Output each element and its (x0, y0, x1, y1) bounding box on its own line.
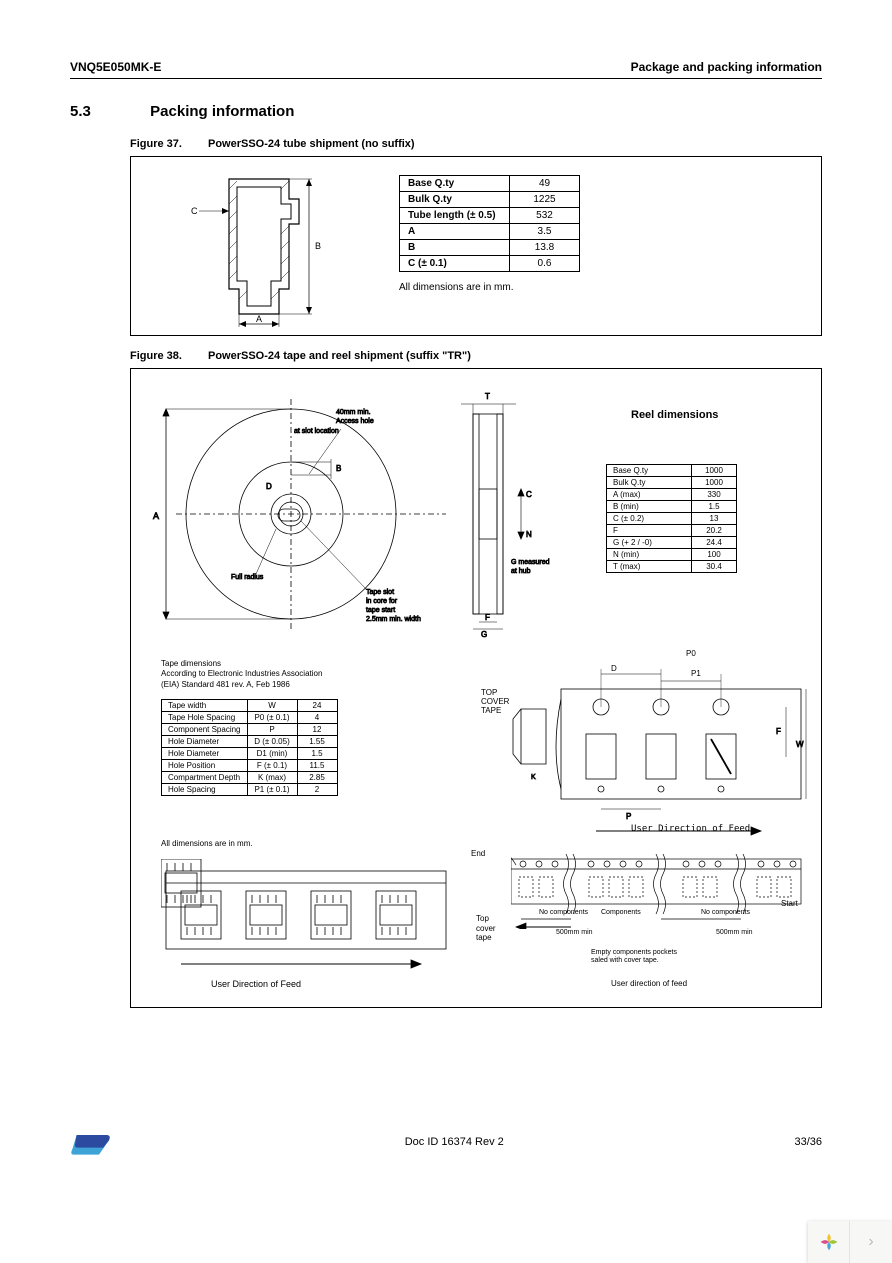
section-name: Package and packing information (631, 60, 822, 74)
next-page-button[interactable]: › (850, 1221, 892, 1263)
svg-text:F: F (485, 613, 490, 622)
empty-pockets-note: Empty components pocketssaled with cover… (591, 949, 677, 966)
svg-text:A: A (256, 314, 262, 324)
all-mm-note: All dimensions are in mm. (161, 839, 253, 848)
svg-text:A: A (153, 511, 159, 521)
svg-text:at hub: at hub (511, 568, 531, 575)
section-heading: 5.3 Packing information (70, 103, 822, 120)
figure37: B C A Base Q.ty49Bulk Q.ty1225Tube lengt… (130, 156, 822, 336)
svg-text:C: C (526, 490, 532, 499)
tape-dim-table: Tape widthW24Tape Hole SpacingP0 (± 0.1)… (161, 699, 338, 796)
svg-text:at slot location: at slot location (294, 428, 339, 435)
dim-p1-label: P1 (691, 669, 701, 678)
chevron-right-icon: › (868, 1233, 873, 1251)
reel-drawing: A B D 40mm min. Access hole at slot loca… (141, 379, 571, 639)
corner-widget: › (808, 1221, 892, 1263)
svg-text:F: F (776, 727, 781, 736)
end-label: End (471, 849, 485, 858)
dim-p0-label: P0 (686, 649, 696, 658)
corner-logo-icon[interactable] (808, 1221, 850, 1263)
svg-text:B: B (336, 464, 341, 473)
user-feed-label-3: User direction of feed (611, 979, 687, 988)
figure38-caption: Figure 38.PowerSSO-24 tape and reel ship… (130, 350, 822, 362)
figure38: A B D 40mm min. Access hole at slot loca… (130, 368, 822, 1008)
user-feed-label-2: User Direction of Feed (211, 979, 301, 989)
tube-dim-table: Base Q.ty49Bulk Q.ty1225Tube length (± 0… (399, 175, 580, 272)
st-logo (70, 1128, 114, 1156)
svg-text:P: P (626, 812, 631, 821)
svg-text:K: K (531, 774, 536, 781)
top-cover-label: TOPCOVERTAPE (481, 689, 509, 715)
svg-text:Tape slot: Tape slot (366, 589, 394, 596)
svg-text:in core for: in core for (366, 598, 398, 605)
svg-text:G: G (481, 630, 487, 639)
svg-text:40mm min.: 40mm min. (336, 409, 371, 416)
svg-text:G measured: G measured (511, 559, 550, 566)
no-comp-label-2: No components (701, 909, 750, 916)
reel-dim-table: Base Q.ty1000Bulk Q.ty1000A (max)330B (m… (606, 464, 737, 573)
svg-text:T: T (485, 392, 490, 401)
svg-text:N: N (526, 530, 532, 539)
fig37-note: All dimensions are in mm. (399, 282, 813, 293)
doc-id: Doc ID 16374 Rev 2 (405, 1136, 504, 1148)
mm500-label-2: 500mm min (716, 929, 753, 936)
svg-text:2.5mm min. width: 2.5mm min. width (366, 616, 421, 623)
svg-text:tape start: tape start (366, 607, 395, 614)
svg-text:B: B (315, 241, 321, 251)
tape-chips-drawing (161, 859, 451, 974)
page-number: 33/36 (794, 1136, 822, 1148)
figure37-caption: Figure 37.PowerSSO-24 tube shipment (no … (130, 138, 822, 150)
svg-text:Full radius: Full radius (231, 574, 264, 581)
svg-text:C: C (191, 206, 198, 216)
user-feed-label-1: User Direction of Feed (631, 824, 750, 834)
dim-d-label: D (611, 664, 617, 673)
svg-text:W: W (796, 740, 804, 749)
reel-dim-heading: Reel dimensions (631, 409, 718, 421)
doc-code: VNQ5E050MK-E (70, 60, 161, 74)
tube-cross-section: B C A (179, 169, 339, 329)
tape-drawing: W F P K (501, 659, 811, 839)
svg-text:D: D (266, 482, 272, 491)
no-comp-label-1: No components (539, 909, 588, 916)
svg-text:Access hole: Access hole (336, 418, 374, 425)
tape-dim-note: Tape dimensionsAccording to Electronic I… (161, 659, 322, 690)
top-cover-label-2: Topcovertape (476, 914, 496, 943)
start-label: Start (781, 899, 798, 908)
mm500-label-1: 500mm min (556, 929, 593, 936)
leader-trailer-drawing (511, 849, 811, 929)
comp-label: Components (601, 909, 641, 916)
